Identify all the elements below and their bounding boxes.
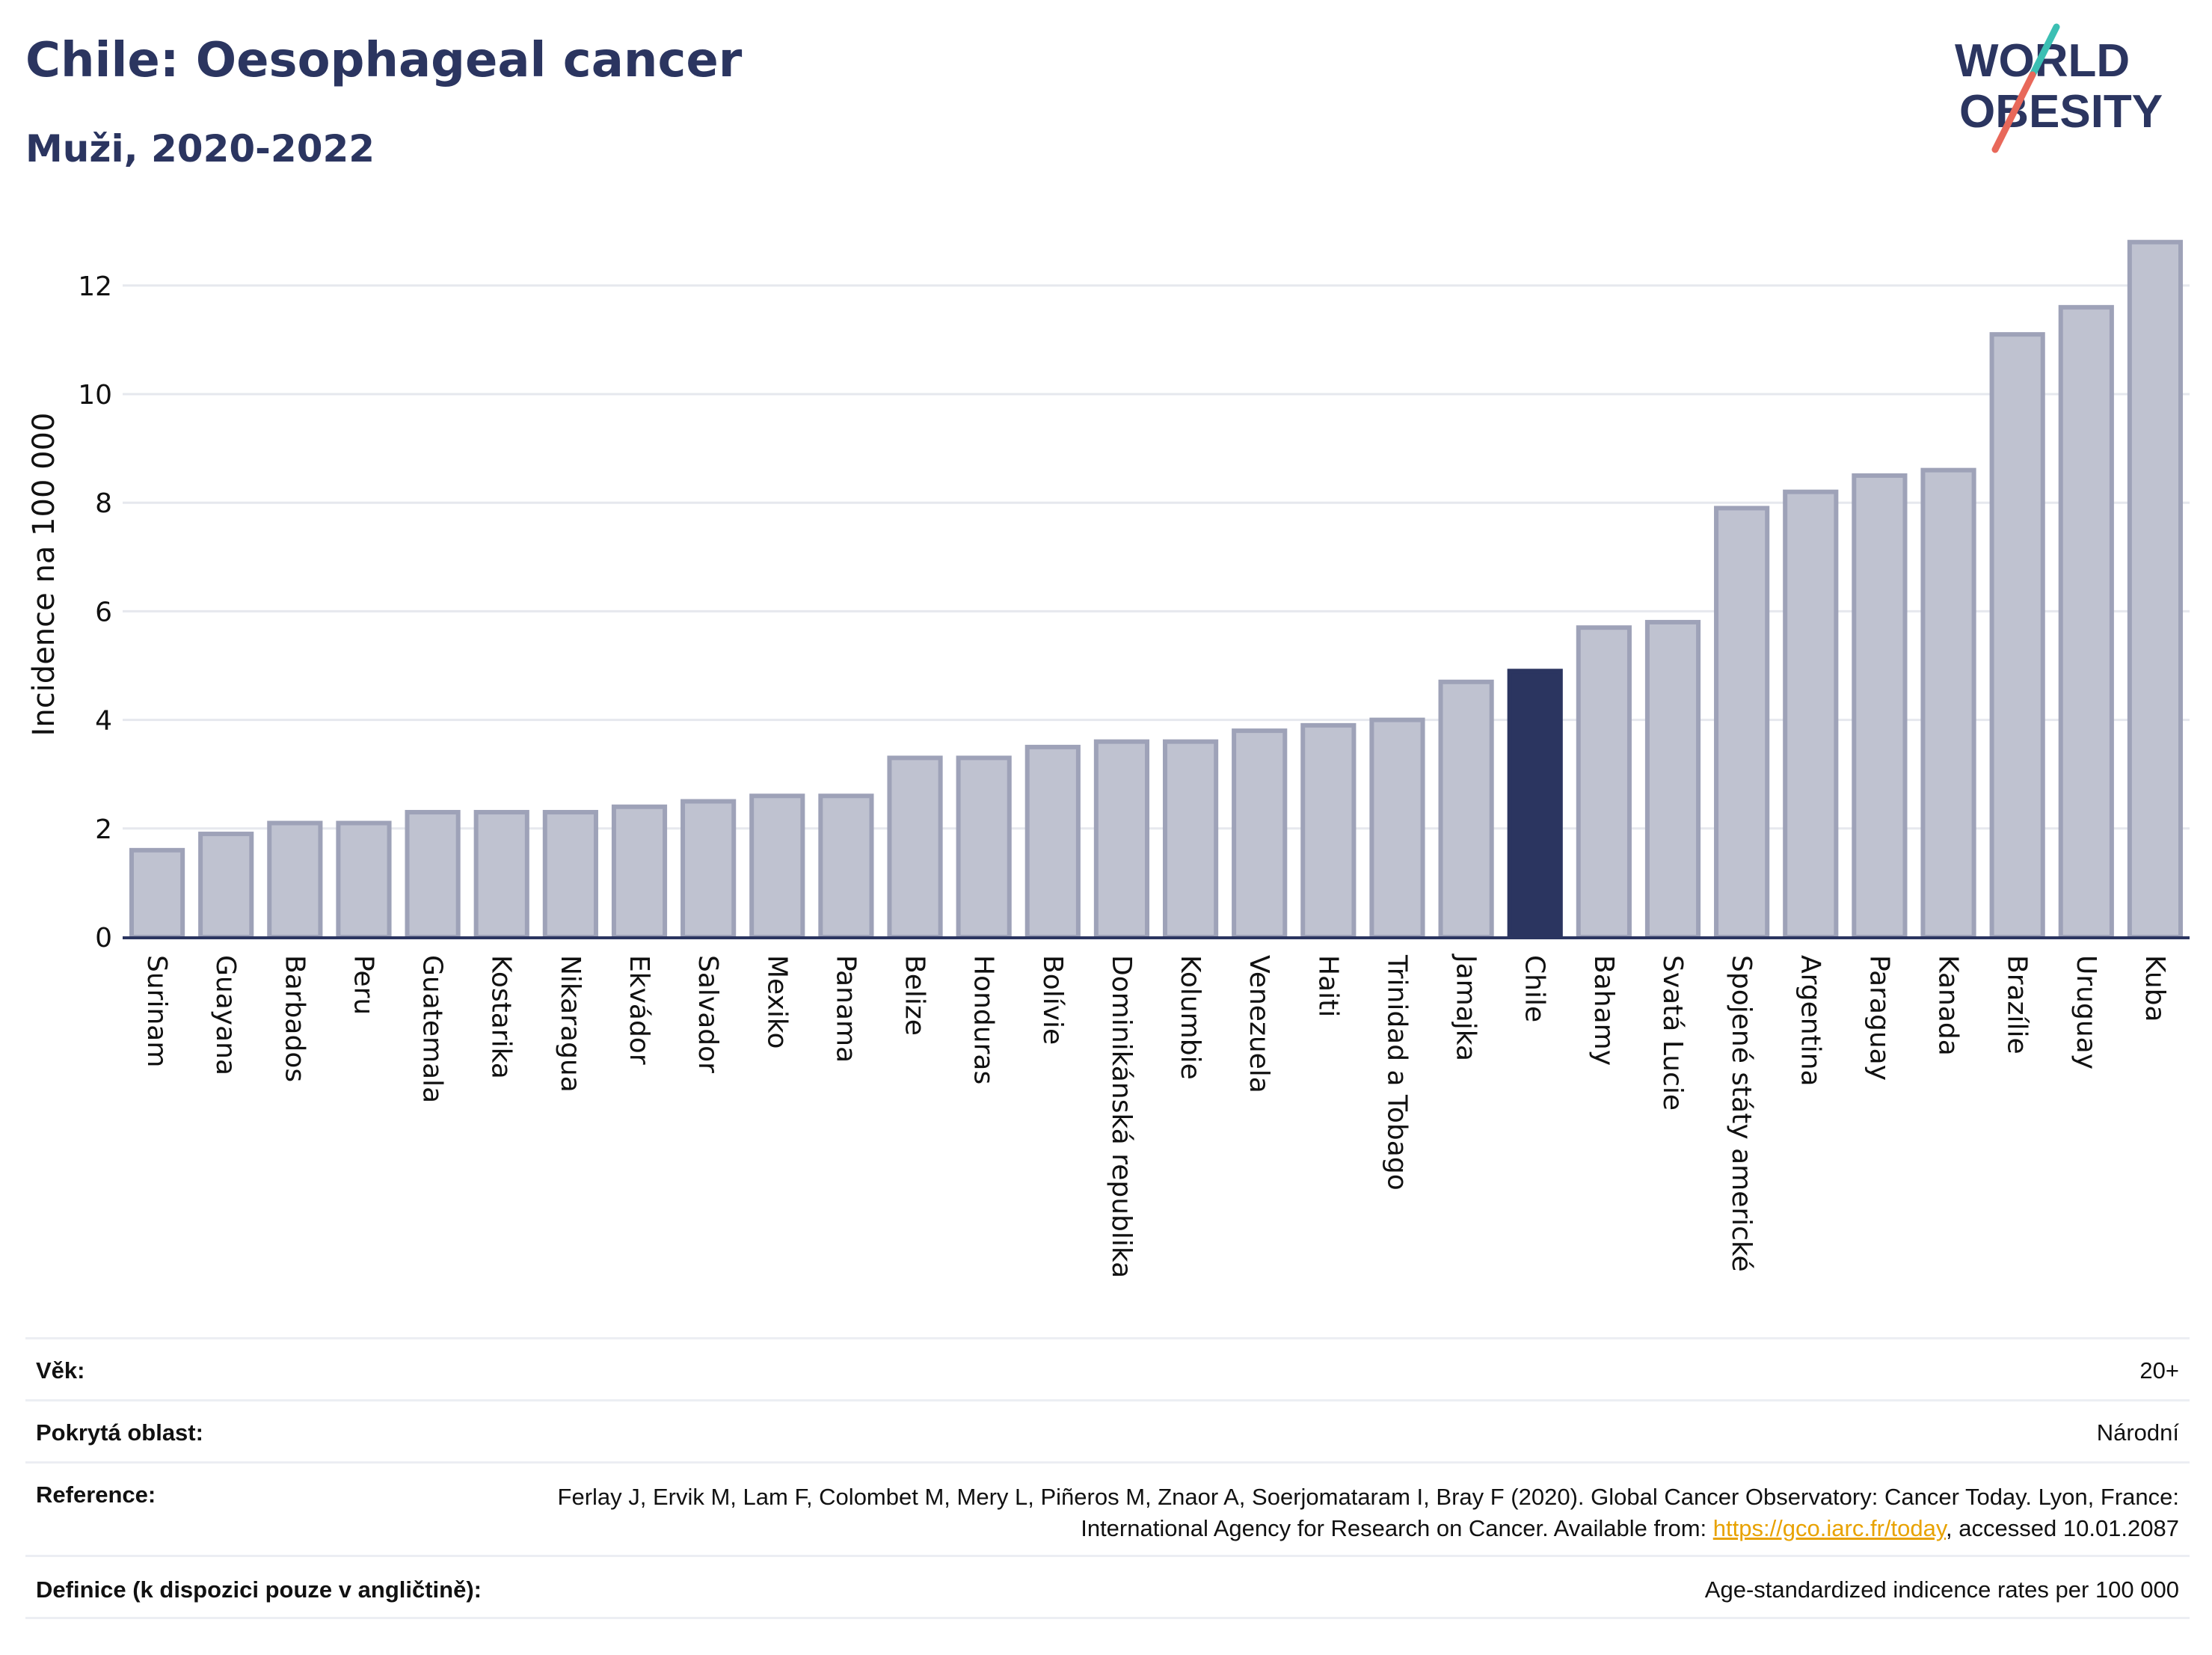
bar-jamajka xyxy=(1438,679,1494,940)
x-tick-label: Guatemala xyxy=(417,955,448,1103)
bar-mexiko xyxy=(749,793,805,939)
x-tick-label: Trinidad a Tobago xyxy=(1381,954,1412,1191)
x-tick-label: Honduras xyxy=(968,955,999,1084)
y-tick-label: 2 xyxy=(95,814,112,845)
reference-text: Ferlay J, Ervik M, Lam F, Colombet M, Me… xyxy=(557,1484,2179,1541)
y-tick-label: 12 xyxy=(78,271,112,302)
bar-panama xyxy=(818,793,874,939)
x-tick-label: Argentina xyxy=(1795,955,1825,1087)
bar-spojené-státy-americké xyxy=(1714,506,1770,939)
x-tick-label: Chile xyxy=(1520,955,1550,1022)
bars xyxy=(123,239,2190,940)
age-label: Věk: xyxy=(36,1357,85,1384)
x-tick-label: Mexiko xyxy=(761,955,792,1048)
bar-trinidad-a-tobago xyxy=(1369,717,1425,939)
x-tick-label: Bolívie xyxy=(1037,955,1068,1045)
bar-chile xyxy=(1507,669,1563,939)
info-row-reference: Reference: Ferlay J, Ervik M, Lam F, Col… xyxy=(25,1461,2190,1555)
x-tick-label: Venezuela xyxy=(1244,955,1274,1093)
reference-label: Reference: xyxy=(36,1481,156,1508)
bar-svatá-lucie xyxy=(1644,619,1701,939)
x-tick-label: Paraguay xyxy=(1864,955,1894,1081)
definition-value: Age-standardized indicence rates per 100… xyxy=(1704,1576,2179,1603)
area-label: Pokrytá oblast: xyxy=(36,1419,203,1446)
x-tick-label: Svatá Lucie xyxy=(1657,955,1688,1111)
y-tick-label: 8 xyxy=(95,488,112,519)
bar-nikaragua xyxy=(542,810,598,940)
x-tick-label: Kuba xyxy=(2139,955,2170,1022)
x-tick-label: Ekvádor xyxy=(624,955,654,1065)
age-value: 20+ xyxy=(2139,1357,2179,1384)
bar-paraguay xyxy=(1852,473,1908,939)
bar-surinam xyxy=(129,847,185,939)
x-tick-label: Barbados xyxy=(279,955,310,1082)
x-tick-label: Nikaragua xyxy=(555,955,586,1093)
y-tick-label: 10 xyxy=(78,380,112,411)
info-row-definition: Definice (k dispozici pouze v angličtině… xyxy=(25,1555,2190,1619)
x-tick-label: Kostarika xyxy=(486,955,517,1079)
bar-kanada xyxy=(1920,467,1976,939)
x-tick-label: Brazílie xyxy=(2002,955,2033,1054)
bar-peru xyxy=(336,820,392,940)
bar-ekvádor xyxy=(611,804,668,940)
definition-label: Definice (k dispozici pouze v angličtině… xyxy=(36,1576,482,1603)
y-tick-label: 4 xyxy=(95,706,112,737)
reference-link[interactable]: https://gco.iarc.fr/today xyxy=(1712,1515,1947,1541)
bar-bolívie xyxy=(1024,744,1081,940)
logo-slash-coral xyxy=(1991,71,2036,153)
y-tick-label: 0 xyxy=(95,923,112,954)
info-row-area: Pokrytá oblast: Národní xyxy=(25,1399,2190,1461)
bar-dominikánská-republika xyxy=(1093,739,1150,939)
x-tick-label: Panama xyxy=(830,955,861,1063)
x-tick-label: Haiti xyxy=(1312,955,1343,1017)
reference-value: Ferlay J, Ervik M, Lam F, Colombet M, Me… xyxy=(534,1481,2179,1544)
x-tick-label: Guayana xyxy=(210,955,241,1075)
bar-kostarika xyxy=(473,810,529,940)
x-tick-label: Dominikánská republika xyxy=(1106,955,1137,1278)
bar-kolumbie xyxy=(1162,739,1219,939)
x-tick-label: Kanada xyxy=(1933,955,1964,1056)
bar-honduras xyxy=(956,755,1012,939)
info-row-age: Věk: 20+ xyxy=(25,1337,2190,1399)
y-tick-label: 6 xyxy=(95,597,112,627)
logo-slash-teal xyxy=(2029,23,2060,79)
x-tick-label: Peru xyxy=(348,955,378,1015)
bar-haiti xyxy=(1300,722,1357,939)
bar-guayana xyxy=(198,832,254,940)
bar-kuba xyxy=(2127,239,2184,940)
x-tick-labels: Surinam Guayana Barbados Peru Guatemala Kosta… xyxy=(141,954,2170,1278)
bar-guatemala xyxy=(405,810,461,940)
bar-bahamy xyxy=(1576,625,1632,939)
y-tick-labels: 0 2 4 6 8 10 12 xyxy=(78,271,112,954)
x-tick-label: Uruguay xyxy=(2071,955,2101,1069)
x-tick-label: Jamajka xyxy=(1451,954,1481,1061)
bar-barbados xyxy=(267,820,323,940)
logo-word-obesity: OBESITY xyxy=(1959,86,2163,138)
bar-salvador xyxy=(681,799,737,939)
x-tick-label: Belize xyxy=(900,955,930,1036)
x-tick-label: Surinam xyxy=(141,955,172,1067)
bar-chart: 0 2 4 6 8 10 12 Surinam Guayana Barbados Peru Guat… xyxy=(27,239,2190,1278)
bar-argentina xyxy=(1783,489,1839,939)
x-tick-label: Salvador xyxy=(692,955,723,1073)
area-value: Národní xyxy=(2096,1419,2179,1446)
world-obesity-logo: WORLD OBESITY xyxy=(1955,23,2163,153)
reference-accessed: , accessed 10.01.2087 xyxy=(1946,1515,2179,1541)
chart-subtitle: Muži, 2020-2022 xyxy=(25,127,375,171)
y-axis-label: Incidence na 100 000 xyxy=(27,413,61,737)
bar-venezuela xyxy=(1232,728,1288,939)
info-table: Věk: 20+ Pokrytá oblast: Národní Referen… xyxy=(25,1337,2190,1619)
grid-lines xyxy=(123,284,2190,830)
x-tick-label: Bahamy xyxy=(1588,955,1619,1066)
bar-brazílie xyxy=(1989,332,2045,939)
x-tick-label: Spojené státy americké xyxy=(1726,955,1757,1272)
x-tick-label: Kolumbie xyxy=(1175,955,1205,1080)
chart-title: Chile: Oesophageal cancer xyxy=(25,33,743,88)
bar-belize xyxy=(887,755,943,939)
bar-uruguay xyxy=(2058,304,2114,939)
